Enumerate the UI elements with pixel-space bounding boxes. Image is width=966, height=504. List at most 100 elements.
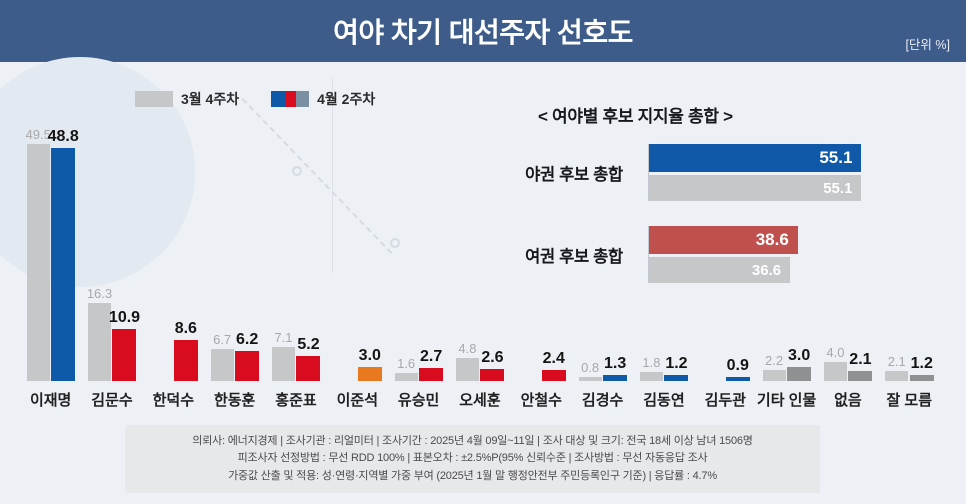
totals-row-opposition: 야권 후보 총합 55.1 55.1 (500, 144, 942, 201)
candidate-group: 4.8 2.6 오세훈 (449, 142, 510, 410)
totals-row-ruling: 여권 후보 총합 38.6 36.6 (500, 226, 942, 283)
candidate-bars: 1.8 1.2 (633, 142, 694, 381)
curr-value-label: 2.4 (542, 349, 565, 367)
curr-bar (173, 339, 198, 381)
curr-value-label: 0.9 (726, 356, 749, 374)
candidate-bars: 2.2 3.0 (756, 142, 817, 381)
prev-bar (762, 370, 786, 381)
candidate-name: 이준석 (336, 392, 378, 409)
candidate-group: 8.6 한덕수 (143, 142, 204, 410)
curr-value-label: 3.0 (787, 346, 811, 364)
prev-value-label: 1.6 (397, 356, 416, 372)
total-previous-bar: 36.6 (649, 257, 791, 283)
candidate-group: 49.5 48.8 이재명 (20, 127, 81, 410)
candidate-bars: 2.1 1.2 (879, 142, 940, 381)
candidate-name: 김두관 (704, 392, 746, 409)
legend-swatch-tricolor (271, 91, 310, 107)
page-title: 여야 차기 대선주자 선호도 (333, 17, 633, 48)
total-previous-value: 55.1 (823, 179, 853, 197)
candidate-bars: 0.9 (695, 142, 756, 381)
decorative-ring (390, 238, 400, 248)
candidate-bars: 1.6 2.7 (388, 142, 449, 381)
prev-bar (823, 361, 847, 381)
chart-area: 3월 4주차 4월 2주차 49.5 48.8 이재명 16.3 10.9 김문수 8.6 한… (0, 57, 966, 504)
total-current-bar: 55.1 (649, 144, 862, 172)
curr-bar (480, 368, 505, 381)
chart-legend: 3월 4주차 4월 2주차 (135, 89, 375, 109)
candidate-group: 2.2 3.0 기타 인물 (756, 142, 817, 410)
prev-value-label: 49.5 (25, 127, 51, 143)
candidate-bars: 8.6 (143, 142, 204, 381)
prev-slot: 4.0 (823, 345, 848, 381)
total-previous-bar: 55.1 (649, 175, 862, 201)
candidate-group: 2.1 1.2 잘 모름 (879, 142, 940, 410)
candidate-group: 1.8 1.2 김동연 (633, 142, 694, 410)
curr-value-label: 48.8 (47, 127, 79, 145)
candidate-group: 3.0 이준석 (327, 142, 388, 410)
candidate-name: 김문수 (91, 392, 133, 409)
curr-bar (112, 328, 137, 381)
curr-value-label: 1.2 (665, 355, 688, 373)
curr-value-label: 1.2 (910, 355, 933, 373)
prev-value-label: 4.0 (826, 344, 845, 360)
prev-value-label: 2.1 (887, 353, 906, 369)
total-current-bar: 38.6 (649, 226, 798, 254)
curr-value-label: 5.2 (297, 336, 320, 354)
section-divider (332, 78, 333, 273)
candidate-group: 2.4 안철수 (511, 142, 572, 410)
curr-bar (664, 375, 689, 381)
total-current-value: 55.1 (819, 148, 853, 167)
prev-slot: 16.3 (87, 286, 112, 381)
prev-slot: 6.7 (210, 332, 235, 381)
curr-slot: 3.0 (787, 347, 812, 381)
candidate-group: 0.9 김두관 (695, 142, 756, 410)
total-current-value: 38.6 (755, 230, 789, 249)
decorative-ring (292, 166, 302, 176)
curr-slot: 5.2 (296, 336, 321, 381)
curr-slot: 10.9 (109, 309, 140, 381)
candidate-bars: 4.0 2.1 (817, 142, 878, 381)
prev-value-label: 1.8 (642, 355, 661, 371)
curr-value-label: 6.2 (236, 331, 259, 349)
curr-slot: 2.4 (541, 350, 566, 381)
totals-row-bars: 55.1 55.1 (648, 144, 942, 201)
candidate-name: 유승민 (397, 392, 440, 409)
curr-bar (296, 356, 321, 381)
prev-bar (394, 373, 418, 381)
curr-value-label: 2.6 (481, 348, 504, 366)
prev-slot: 2.2 (762, 353, 787, 381)
candidate-name: 홍준표 (275, 392, 317, 409)
prev-value-label: 7.1 (274, 330, 293, 346)
prev-slot: 49.5 (26, 127, 51, 381)
footer-line: 가중값 산출 및 적용: 성·연령·지역별 가중 부여 (2025년 1월 말 … (228, 469, 717, 482)
candidate-group: 6.7 6.2 한동훈 (204, 142, 265, 410)
prev-slot: 1.8 (639, 355, 664, 381)
curr-bar (235, 351, 260, 381)
totals-row-label: 여권 후보 총합 (525, 247, 623, 266)
footer-line: 피조사자 선정방법 : 무선 RDD 100% | 표본오차 : ±2.5%P(… (237, 452, 708, 465)
totals-panel: < 여야별 후보 지지율 총합 > 야권 후보 총합 55.1 55.1 여권 … (500, 102, 942, 308)
legend-label: 4월 2주차 (317, 91, 376, 107)
candidate-group: 1.6 2.7 유승민 (388, 142, 449, 410)
candidate-name: 한동훈 (213, 392, 256, 409)
curr-bar (848, 370, 873, 381)
candidate-bar-chart: 49.5 48.8 이재명 16.3 10.9 김문수 8.6 한덕수 6.7 6.2 한동훈 7.1… (20, 127, 940, 410)
prev-bar (87, 303, 111, 381)
title-bar: 여야 차기 대선주자 선호도 [단위 %] (0, 0, 966, 62)
totals-row-label: 야권 후보 총합 (525, 165, 623, 184)
curr-value-label: 1.3 (603, 354, 627, 372)
legend-item-prev: 3월 4주차 (135, 89, 239, 109)
curr-slot: 8.6 (173, 320, 198, 381)
prev-slot: 2.1 (884, 354, 909, 381)
candidate-name: 이재명 (29, 392, 72, 409)
legend-swatch-gray (135, 91, 173, 107)
candidate-name: 안철수 (520, 392, 562, 409)
totals-row-bars: 38.6 36.6 (648, 226, 942, 283)
curr-slot: 0.9 (725, 357, 750, 381)
curr-value-label: 3.0 (358, 346, 381, 364)
totals-title: < 여야별 후보 지지율 총합 > (538, 107, 733, 126)
candidate-name: 김경수 (581, 392, 624, 409)
curr-slot: 1.2 (909, 355, 934, 381)
curr-value-label: 2.1 (849, 350, 872, 368)
prev-bar (26, 144, 50, 381)
